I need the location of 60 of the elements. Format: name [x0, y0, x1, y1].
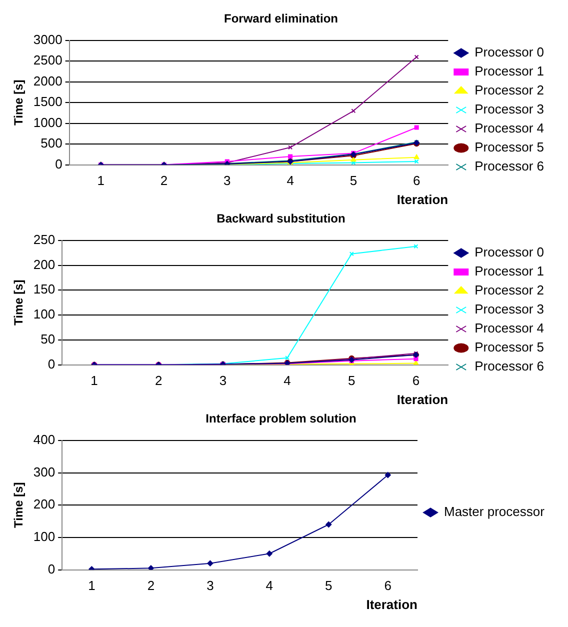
y-tick-label: 0: [48, 561, 56, 576]
y-tick-label: 200: [33, 256, 56, 272]
y-tick-label: 1500: [33, 94, 62, 110]
x-tick-label: 5: [348, 373, 356, 388]
legend-label: Processor 0: [474, 44, 544, 60]
x-tick-label: 4: [284, 373, 291, 388]
x-tick-label: 1: [88, 578, 96, 594]
y-tick-label: 300: [33, 464, 56, 480]
y-tick-label: 400: [33, 432, 56, 447]
y-tick-label: 2000: [33, 73, 62, 88]
y-tick-label: 500: [40, 136, 62, 151]
y-tick-label: 200: [33, 496, 56, 512]
y-axis-title: Time [s]: [12, 280, 26, 326]
y-tick-label: 150: [33, 282, 56, 297]
x-tick-label: 1: [97, 173, 105, 188]
x-tick-label: 4: [266, 578, 274, 594]
chart-title: Interface problem solution: [206, 412, 356, 426]
y-tick-label: 1000: [33, 114, 62, 130]
legend-label: Processor 5: [474, 140, 544, 155]
x-tick-label: 3: [219, 373, 227, 388]
x-axis-title: Iteration: [396, 392, 448, 407]
x-tick-label: 2: [147, 578, 155, 594]
y-tick-label: 3000: [33, 32, 62, 47]
legend-label: Processor 6: [474, 358, 544, 374]
x-tick-label: 6: [412, 373, 420, 388]
y-axis-title: Time [s]: [12, 482, 26, 528]
legend-label: Master processor: [444, 504, 546, 520]
x-tick-label: 6: [412, 173, 420, 188]
x-axis-title: Iteration: [396, 192, 448, 207]
x-tick-label: 5: [325, 578, 332, 594]
x-tick-label: 5: [350, 173, 358, 188]
y-tick-label: 0: [55, 156, 62, 172]
y-tick-label: 0: [48, 356, 56, 372]
legend-label: Processor 4: [474, 320, 544, 336]
legend-label: Processor 4: [474, 120, 544, 136]
legend-label: Processor 1: [474, 64, 544, 79]
legend-label: Processor 5: [474, 340, 544, 355]
x-tick-label: 2: [160, 173, 168, 188]
x-tick-label: 1: [90, 373, 98, 388]
x-axis-title: Iteration: [366, 596, 418, 612]
x-tick-label: 3: [206, 578, 214, 594]
x-tick-label: 2: [154, 373, 162, 388]
legend-label: Processor 6: [474, 158, 544, 174]
x-tick-label: 6: [384, 578, 392, 594]
y-tick-label: 250: [33, 232, 56, 247]
legend-label: Processor 2: [474, 282, 544, 298]
legend-label: Processor 2: [474, 82, 544, 98]
legend-label: Processor 1: [474, 264, 544, 279]
y-tick-label: 2500: [33, 52, 62, 68]
x-tick-label: 4: [286, 173, 294, 188]
y-axis-title: Time [s]: [12, 80, 26, 126]
chart-title: Forward elimination: [224, 12, 338, 26]
chart-title: Backward substitution: [216, 212, 346, 226]
y-tick-label: 50: [40, 332, 56, 346]
x-tick-label: 3: [224, 173, 231, 188]
legend-label: Processor 3: [474, 102, 544, 117]
y-tick-label: 100: [33, 306, 56, 322]
legend-label: Processor 0: [474, 244, 544, 260]
legend-label: Processor 3: [474, 302, 544, 317]
y-tick-label: 100: [33, 529, 56, 544]
